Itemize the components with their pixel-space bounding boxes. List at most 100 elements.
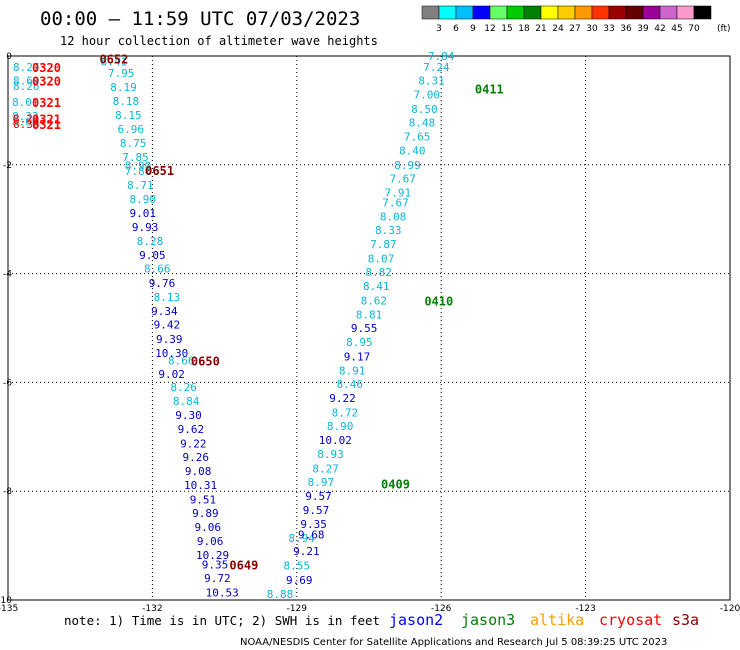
scale-swatch [693,5,712,20]
scale-label: 18 [518,24,530,34]
swh-value: 9.57 [305,490,332,503]
scale-swatch [472,5,491,20]
swh-value: 8.90 [130,193,157,206]
swh-value: 8.71 [127,179,154,192]
swh-value: 9.02 [158,368,185,381]
swh-value: 8.95 [346,336,373,349]
x-tick-label: -120 [720,604,740,614]
swh-value: 9.51 [190,493,217,506]
scale-swatch [591,5,610,20]
satellite-legend-item: jason3 [461,611,515,629]
x-tick-label: -123 [575,604,595,614]
swh-value: 10.29 [196,549,229,562]
swh-value: 8.13 [154,291,181,304]
satellite-legend-item: cryosat [599,611,662,629]
swh-value: 7.85 [122,151,149,164]
plot-area: -135 -132 -129 -126 -123 -120 0 -2 -4 -6 -8 -10 8.… [0,50,740,614]
swh-value: 8.90 [327,420,354,433]
scale-swatch [438,5,457,20]
scale-swatch [421,5,440,20]
swh-value: 7.80 [125,165,152,178]
swh-value: 8.27 [13,61,40,74]
pass-time-label: 0411 [475,83,504,97]
y-tick-label: -8 [3,487,12,497]
swh-value: 10.31 [184,479,217,492]
swh-value: 8.33 [12,110,39,123]
swh-value: 8.01 [12,96,39,109]
pass-time-label: 0649 [229,559,258,573]
satellite-legend-item: s3a [672,611,699,629]
swh-value: 9.01 [130,207,157,220]
scale-swatch [625,5,644,20]
pass-time-label: 0652 [99,53,128,67]
swh-value: 7.67 [389,172,416,185]
swh-value: 8.99 [394,159,421,172]
swh-value: 8.93 [317,448,344,461]
swh-value: 8.07 [368,252,395,265]
swh-value: 9.34 [151,305,178,318]
scale-swatch [489,5,508,20]
swh-value: 8.41 [101,55,128,68]
scale-label: 42 [654,24,665,34]
satellite-legend: jason2 jason3 altika cryosat s3a [389,611,699,629]
swh-value: 9.22 [180,437,207,450]
scale-label: 33 [603,24,614,34]
scale-swatch [659,5,678,20]
scale-label: 12 [484,24,495,34]
swh-value: 9.76 [149,277,176,290]
scale-swatch [608,5,627,20]
swh-value: 8.19 [110,81,137,94]
scale-label: 24 [552,24,564,34]
pass-time-label: 0410 [424,294,453,308]
swh-value: 7.65 [404,131,431,144]
swh-value: 7.87 [370,238,397,251]
swh-value: 8.90 [125,159,152,172]
satellite-legend-item: altika [530,611,584,629]
swh-value: 8.41 [363,280,390,293]
scale-swatch [676,5,695,20]
swh-value: 8.72 [332,406,359,419]
swh-value: 8.26 [170,381,197,394]
pass-time-label: 0321 [32,96,61,110]
swh-value: 8.48 [409,116,436,129]
swh-value: 9.22 [329,392,356,405]
swh-value: 8.15 [115,109,142,122]
scale-swatch [523,5,542,20]
pass-time-label: 0321 [32,118,61,132]
scale-swatch [557,5,576,20]
x-tick-label: -135 [0,604,18,614]
y-tick-label: 0 [6,52,12,62]
scale-swatch [540,5,559,20]
swh-value: 9.06 [197,535,224,548]
color-scale: 3 6 9 12 15 18 21 24 27 30 33 36 39 42 45 70 [421,5,712,34]
credit-line: NOAA/NESDIS Center for Satellite Applica… [240,637,667,648]
swh-value: 10.30 [155,347,188,360]
swh-value: 9.17 [344,350,371,363]
swh-value: 8.31 [418,74,445,87]
scale-label: 39 [637,24,649,34]
swh-value: 8.38 [13,118,40,131]
swh-value: 9.55 [351,322,378,335]
swh-value: 10.02 [319,434,352,447]
swh-value: 8.82 [365,266,392,279]
swh-value: 8.66 [168,355,195,368]
pass-time-label: 0320 [32,61,61,75]
swh-value: 8.81 [356,308,383,321]
swh-value: 7.95 [108,67,135,80]
page-title: 00:00 – 11:59 UTC 07/03/2023 [40,8,360,30]
scale-label: 70 [688,24,700,34]
swh-value: 8.26 [13,80,40,93]
swh-value: 8.40 [399,145,426,158]
swh-value: 8.50 [411,103,438,116]
swh-value: 8.66 [144,263,171,276]
swh-value: 9.42 [154,319,181,332]
pass-time-label: 0651 [145,164,174,178]
swh-value: 8.55 [284,560,311,573]
y-tick-label: -2 [3,161,12,171]
swh-value: 9.35 [202,559,229,572]
scale-label: 36 [620,24,632,34]
scale-label: 27 [569,24,580,34]
swh-value: 9.93 [132,221,159,234]
swh-value: 8.28 [137,235,164,248]
swh-value: 8.33 [375,224,402,237]
